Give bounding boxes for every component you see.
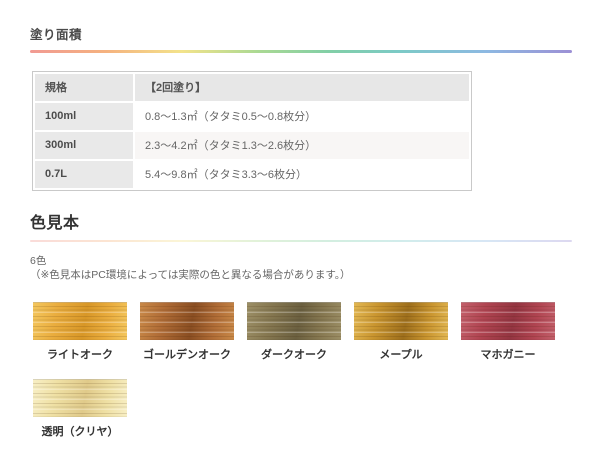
- coverage-cell: 5.4〜9.8㎡（タタミ3.3〜6枚分）: [135, 160, 469, 188]
- coverage-cell: 0.8〜1.3㎡（タタミ0.5〜0.8枚分）: [135, 102, 469, 130]
- coverage-table-row: 300ml 2.3〜4.2㎡（タタミ1.3〜2.6枚分）: [35, 131, 469, 159]
- wood-sample-image: [461, 302, 555, 341]
- color-sample-section: 色見本 6色 （※色見本はPC環境によっては実際の色と異なる場合があります。） …: [30, 209, 572, 440]
- coating-area-heading: 塗り面積: [30, 28, 83, 42]
- swatch-row-1: ライトオーク ゴールデンオーク ダークオーク メープル マホガニー: [33, 302, 572, 362]
- wood-sample-image: [247, 302, 341, 341]
- swatch-label: マホガニー: [480, 349, 536, 362]
- coverage-cell: 2.3〜4.2㎡（タタミ1.3〜2.6枚分）: [135, 131, 469, 159]
- spec-cell: 100ml: [35, 102, 133, 130]
- color-sample-notes: 6色 （※色見本はPC環境によっては実際の色と異なる場合があります。）: [30, 254, 572, 282]
- spec-column-header: 規格: [35, 73, 133, 101]
- coverage-table-header-row: 規格 【2回塗り】: [35, 73, 469, 101]
- product-info-page: 塗り面積 規格 【2回塗り】 100ml 0.8〜1.3㎡（タタミ0.5〜0.8枚…: [30, 24, 572, 440]
- color-swatch: 透明（クリヤ）: [33, 379, 127, 439]
- swatch-label: メープル: [379, 349, 423, 362]
- swatch-label: ダークオーク: [261, 349, 327, 362]
- color-swatch: マホガニー: [461, 302, 555, 362]
- color-count-label: 6色: [30, 255, 47, 267]
- coats-column-header: 【2回塗り】: [135, 73, 469, 101]
- swatch-label: ライトオーク: [47, 349, 113, 362]
- swatch-label: 透明（クリヤ）: [41, 426, 119, 439]
- coverage-table-row: 0.7L 5.4〜9.8㎡（タタミ3.3〜6枚分）: [35, 160, 469, 188]
- swatch-label: ゴールデンオーク: [143, 349, 231, 362]
- color-swatch: メープル: [354, 302, 448, 362]
- rainbow-divider-faint: [30, 239, 572, 242]
- spec-cell: 300ml: [35, 131, 133, 159]
- wood-sample-image: [33, 379, 127, 418]
- wood-sample-image: [140, 302, 234, 341]
- rainbow-divider: [30, 50, 572, 53]
- wood-sample-image: [33, 302, 127, 341]
- color-swatch: ダークオーク: [247, 302, 341, 362]
- color-swatch: ゴールデンオーク: [140, 302, 234, 362]
- coating-area-section: 塗り面積 規格 【2回塗り】 100ml 0.8〜1.3㎡（タタミ0.5〜0.8枚…: [30, 24, 572, 191]
- coverage-table-row: 100ml 0.8〜1.3㎡（タタミ0.5〜0.8枚分）: [35, 102, 469, 130]
- color-swatch: ライトオーク: [33, 302, 127, 362]
- spec-cell: 0.7L: [35, 160, 133, 188]
- wood-sample-image: [354, 302, 448, 341]
- coverage-table: 規格 【2回塗り】 100ml 0.8〜1.3㎡（タタミ0.5〜0.8枚分） 300…: [32, 70, 472, 191]
- swatch-row-2: 透明（クリヤ）: [33, 379, 572, 439]
- color-sample-heading: 色見本: [30, 214, 80, 232]
- color-disclaimer-note: （※色見本はPC環境によっては実際の色と異なる場合があります。）: [30, 269, 351, 282]
